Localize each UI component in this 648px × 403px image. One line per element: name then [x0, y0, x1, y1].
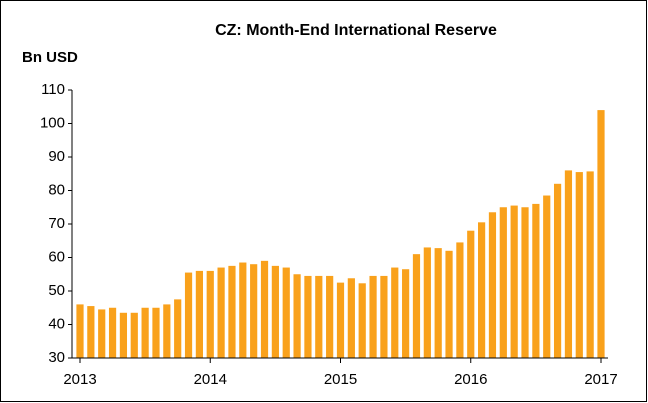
bar	[326, 275, 334, 358]
bar	[521, 207, 529, 358]
bar	[250, 264, 258, 358]
x-tick-label: 2016	[454, 371, 487, 388]
y-tick-label: 90	[48, 148, 65, 165]
bar	[304, 275, 312, 358]
y-tick-label: 60	[48, 248, 65, 265]
y-tick-label: 50	[48, 282, 65, 299]
bar	[510, 205, 518, 358]
x-tick-label: 2014	[194, 371, 227, 388]
bar	[108, 307, 117, 358]
bar	[217, 267, 225, 358]
y-tick-label: 110	[41, 81, 65, 98]
bar	[195, 270, 203, 358]
bar	[456, 242, 464, 358]
bar	[575, 172, 583, 358]
chart-title: CZ: Month-End International Reserve	[215, 22, 497, 39]
bar	[391, 267, 399, 358]
x-tick-label: 2015	[324, 371, 357, 388]
bar	[402, 269, 410, 358]
bar	[478, 222, 486, 358]
bar	[553, 183, 562, 358]
bar	[141, 307, 149, 358]
bar	[380, 275, 388, 358]
bar	[98, 309, 106, 358]
bar	[412, 254, 421, 358]
y-axis-label: Bn USD	[22, 49, 78, 66]
bar	[532, 203, 540, 358]
bar	[358, 283, 366, 358]
bar	[119, 312, 128, 358]
bar	[152, 307, 160, 358]
bar	[206, 270, 214, 358]
y-tick-label: 70	[48, 215, 65, 232]
bar	[543, 195, 551, 358]
bar	[347, 278, 355, 358]
x-tick-label: 2013	[63, 371, 96, 388]
bar	[423, 247, 431, 358]
bar	[163, 304, 171, 358]
y-tick-label: 40	[48, 315, 65, 332]
bar	[369, 275, 377, 358]
bar	[174, 299, 182, 358]
bar	[130, 312, 138, 358]
bar	[184, 272, 193, 358]
bar	[499, 207, 507, 358]
bar	[564, 170, 573, 358]
bar	[586, 171, 594, 358]
y-tick-label: 80	[48, 181, 65, 198]
x-tick-label: 2017	[584, 371, 617, 388]
bar	[282, 267, 290, 358]
bar	[315, 275, 323, 358]
bar	[467, 230, 475, 358]
bar	[434, 248, 442, 358]
bar	[597, 110, 605, 358]
bar	[488, 212, 497, 358]
bar	[445, 250, 453, 358]
bar	[228, 265, 236, 358]
bar	[76, 304, 84, 358]
bar	[271, 265, 279, 358]
y-tick-label: 100	[40, 114, 65, 131]
bar	[239, 262, 247, 358]
bar	[87, 306, 95, 358]
bar	[336, 282, 345, 358]
bar	[260, 260, 269, 358]
y-tick-label: 30	[48, 349, 65, 366]
bar	[293, 274, 301, 358]
